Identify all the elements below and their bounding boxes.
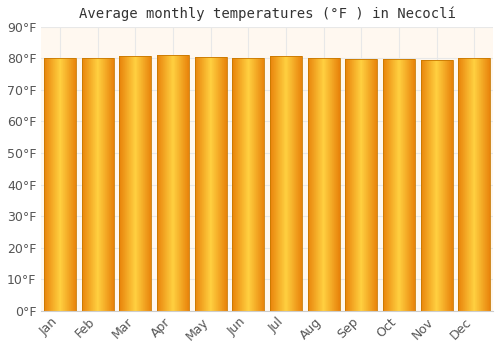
Bar [346, 59, 378, 311]
Bar [420, 60, 452, 311]
Bar [157, 55, 189, 311]
Bar [270, 56, 302, 311]
Bar [82, 58, 114, 311]
Bar [44, 58, 76, 311]
Bar [194, 57, 226, 311]
Bar [458, 58, 490, 311]
Bar [308, 58, 340, 311]
Bar [383, 59, 415, 311]
Bar [120, 56, 152, 311]
Title: Average monthly temperatures (°F ) in Necoclí: Average monthly temperatures (°F ) in Ne… [78, 7, 456, 21]
Bar [232, 58, 264, 311]
